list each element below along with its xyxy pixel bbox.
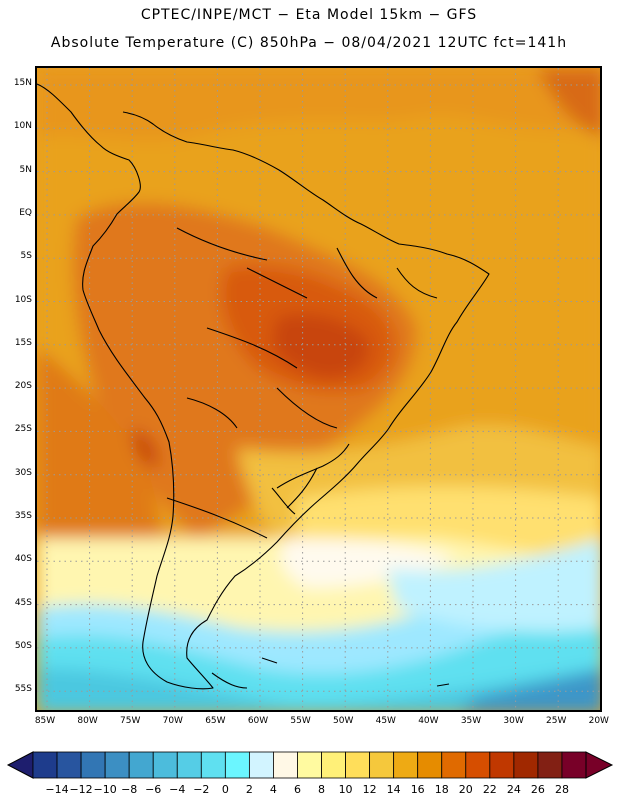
- colorbar-segment: [152, 751, 178, 779]
- colorbar-label: 28: [554, 783, 569, 796]
- longitude-label: 50W: [333, 716, 354, 726]
- colorbar-segment: [465, 751, 491, 779]
- colorbar-label: 22: [482, 783, 497, 796]
- temperature-map: [35, 66, 602, 712]
- colorbar-segment: [417, 751, 443, 779]
- colorbar-segment: [200, 751, 226, 779]
- colorbar-segment: [561, 751, 587, 779]
- colorbar-segment: [489, 751, 515, 779]
- colorbar-segment: [441, 751, 467, 779]
- latitude-label: 55S: [14, 684, 32, 695]
- colorbar-segment: [176, 751, 202, 779]
- colorbar-label: 20: [458, 783, 473, 796]
- longitude-label: 65W: [205, 716, 226, 726]
- latitude-label: 50S: [14, 640, 32, 651]
- colorbar-label: 10: [338, 783, 353, 796]
- longitude-label: 80W: [77, 716, 98, 726]
- colorbar-label: 14: [386, 783, 401, 796]
- colorbar-label: 2: [245, 783, 253, 796]
- colorbar-label: 18: [434, 783, 449, 796]
- longitude-label: 70W: [162, 716, 183, 726]
- longitude-label: 35W: [460, 716, 482, 726]
- longitude-label: 75W: [120, 716, 141, 726]
- colorbar-label: −14: [45, 783, 69, 796]
- longitude-label: 45W: [375, 716, 396, 726]
- colorbar-segment: [128, 751, 154, 779]
- coastline: [37, 83, 490, 690]
- temperature-field: [37, 68, 600, 710]
- colorbar-segment: [56, 751, 82, 779]
- colorbar-segment: [248, 751, 274, 779]
- map-title-variable: Absolute Temperature (C) 850hPa − 08/04/…: [50, 35, 568, 51]
- longitude-label: 55W: [290, 716, 311, 726]
- colorbar-segment: [537, 751, 563, 779]
- colorbar-label: −12: [69, 783, 93, 796]
- colorbar-label: 4: [269, 783, 277, 796]
- latitude-label: 15S: [14, 337, 32, 348]
- map-title-source: CPTEC/INPE/MCT − Eta Model 15km − GFS: [140, 7, 478, 23]
- colorbar-segment: [513, 751, 539, 779]
- colorbar-segment: [104, 751, 130, 779]
- latitude-label: 30S: [14, 467, 32, 478]
- colorbar: [6, 751, 614, 779]
- colorbar-label: −10: [93, 783, 117, 796]
- colorbar-segment: [32, 751, 58, 779]
- graticule: [37, 68, 600, 710]
- longitude-label: 25W: [546, 716, 567, 726]
- latitude-label: 15N: [13, 78, 32, 88]
- colorbar-segment: [393, 751, 419, 779]
- latitude-label: 40S: [14, 554, 32, 565]
- colorbar-label: 24: [506, 783, 521, 796]
- colorbar-label: −4: [169, 783, 186, 796]
- latitude-label: EQ: [19, 207, 32, 218]
- colorbar-segment: [80, 751, 106, 779]
- colorbar-label: 0: [221, 783, 229, 796]
- latitude-label: 10N: [13, 121, 32, 132]
- colorbar-segment: [224, 751, 250, 779]
- colorbar-low-arrow: [6, 751, 34, 779]
- colorbar-label: −2: [193, 783, 210, 796]
- colorbar-high-arrow: [585, 751, 614, 779]
- colorbar-label: −8: [121, 783, 138, 796]
- longitude-label: 40W: [418, 716, 439, 726]
- colorbar-segment: [297, 751, 322, 779]
- latitude-label: 20S: [14, 381, 32, 392]
- colorbar-label: 12: [362, 783, 377, 796]
- colorbar-label: 8: [318, 783, 326, 796]
- colorbar-label: 6: [293, 783, 301, 796]
- latitude-label: 35S: [14, 511, 32, 521]
- colorbar-segment: [369, 751, 395, 779]
- colorbar-label: 26: [530, 783, 545, 796]
- longitude-label: 60W: [247, 716, 269, 726]
- colorbar-segment: [321, 751, 346, 779]
- colorbar-label: 16: [410, 783, 425, 796]
- longitude-label: 85W: [34, 716, 56, 726]
- colorbar-segment: [273, 751, 298, 779]
- latitude-label: 10S: [14, 294, 32, 305]
- latitude-label: 5S: [20, 251, 32, 262]
- latitude-label: 25S: [14, 424, 32, 435]
- longitude-label: 20W: [588, 716, 609, 726]
- latitude-label: 45S: [14, 597, 32, 608]
- colorbar-label: −6: [145, 783, 162, 796]
- latitude-label: 5N: [19, 164, 32, 175]
- longitude-label: 30W: [503, 716, 524, 726]
- colorbar-segment: [345, 751, 371, 779]
